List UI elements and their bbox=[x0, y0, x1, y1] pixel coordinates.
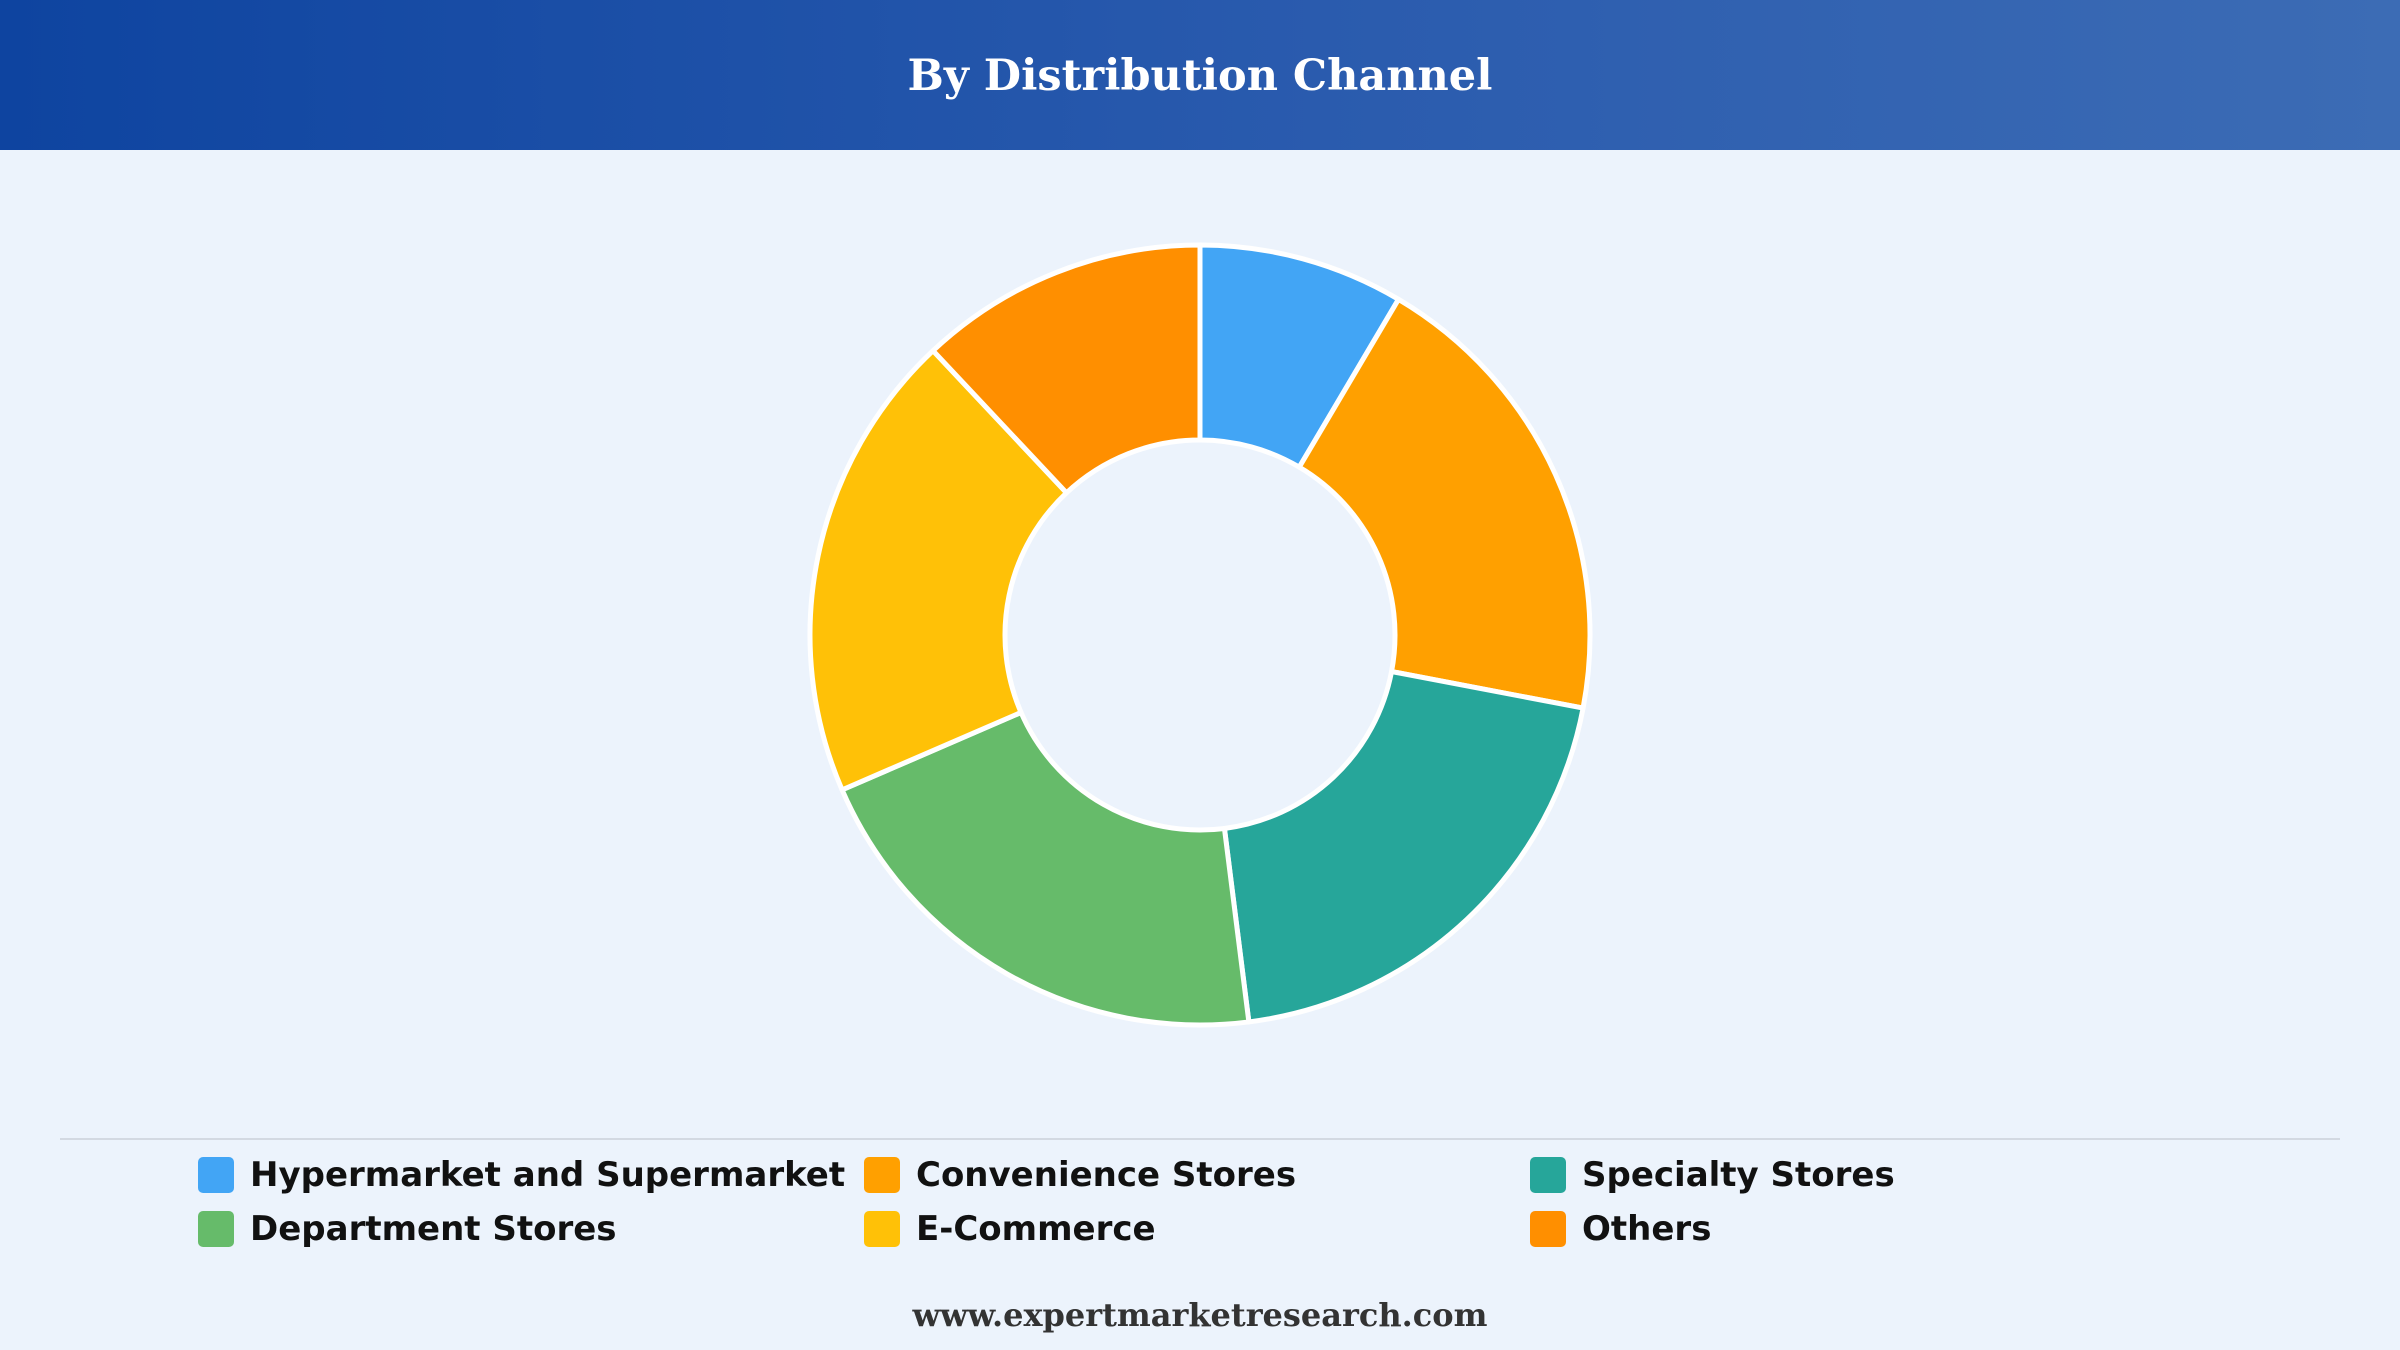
legend-label: E-Commerce bbox=[916, 1209, 1156, 1249]
chart-legend: Hypermarket and Supermarket Convenience S… bbox=[198, 1155, 2198, 1249]
legend-swatch bbox=[198, 1157, 234, 1193]
legend-swatch bbox=[198, 1211, 234, 1247]
legend-item-e-commerce: E-Commerce bbox=[864, 1209, 1530, 1249]
legend-item-convenience-stores: Convenience Stores bbox=[864, 1155, 1530, 1195]
legend-item-specialty-stores: Specialty Stores bbox=[1530, 1155, 2030, 1195]
legend-swatch bbox=[864, 1211, 900, 1247]
legend-swatch bbox=[1530, 1157, 1566, 1193]
donut-slice-specialty-stores bbox=[1221, 669, 1586, 1025]
legend-swatch bbox=[1530, 1211, 1566, 1247]
footer-url: www.expertmarketresearch.com bbox=[912, 1296, 1488, 1334]
legend-swatch bbox=[864, 1157, 900, 1193]
donut-slice-convenience-stores bbox=[1296, 296, 1593, 711]
legend-label: Department Stores bbox=[250, 1209, 617, 1249]
donut-slice-e-commerce bbox=[807, 348, 1070, 793]
legend-divider bbox=[60, 1138, 2340, 1140]
legend-item-hypermarket-and-supermarket: Hypermarket and Supermarket bbox=[198, 1155, 864, 1195]
legend-label: Specialty Stores bbox=[1582, 1155, 1895, 1195]
donut-chart bbox=[807, 242, 1593, 1028]
legend-label: Others bbox=[1582, 1209, 1712, 1249]
donut-slice-department-stores bbox=[839, 709, 1252, 1028]
legend-label: Hypermarket and Supermarket bbox=[250, 1155, 846, 1195]
header-banner: By Distribution Channel bbox=[0, 0, 2400, 150]
chart-title: By Distribution Channel bbox=[907, 51, 1493, 101]
donut-slice-others bbox=[930, 242, 1203, 496]
legend-label: Convenience Stores bbox=[916, 1155, 1297, 1195]
legend-item-others: Others bbox=[1530, 1209, 2030, 1249]
legend-item-department-stores: Department Stores bbox=[198, 1209, 864, 1249]
footer: www.expertmarketresearch.com bbox=[0, 1296, 2400, 1334]
